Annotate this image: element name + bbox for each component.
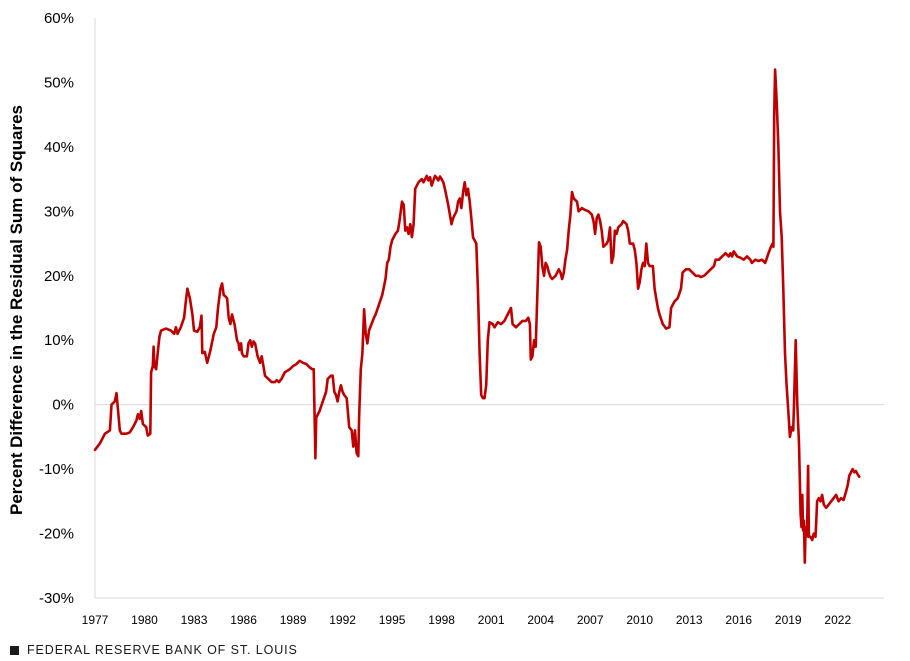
x-tick-label: 2004 — [527, 613, 554, 627]
y-tick-label: -30% — [39, 590, 74, 607]
series-line — [93, 68, 861, 564]
x-tick-label: 2016 — [725, 613, 752, 627]
y-tick-label: -10% — [39, 461, 74, 478]
x-tick-label: 1986 — [230, 613, 257, 627]
y-tick-label: 0% — [52, 397, 74, 414]
y-tick-labels: -30% -20% -10% 0% 10% 20% 30% 40% 50% 60% — [39, 10, 74, 607]
y-tick-label: 30% — [44, 203, 74, 220]
y-axis-title: Percent Difference in the Residual Sum o… — [7, 105, 26, 515]
x-tick-label: 1992 — [329, 613, 356, 627]
x-tick-labels: 1977 1980 1983 1986 1989 1992 1995 1998 2001 2004… — [82, 613, 852, 627]
x-tick-label: 2007 — [577, 613, 604, 627]
x-tick-label: 1980 — [131, 613, 158, 627]
y-tick-label: 10% — [44, 332, 74, 349]
x-tick-label: 1995 — [379, 613, 406, 627]
x-tick-label: 1977 — [82, 613, 109, 627]
x-tick-label: 1989 — [280, 613, 307, 627]
square-bullet-icon — [10, 645, 19, 655]
x-tick-label: 2013 — [676, 613, 703, 627]
footer-source: FEDERAL RESERVE BANK OF ST. LOUIS — [10, 643, 298, 657]
y-tick-label: 40% — [44, 139, 74, 156]
x-tick-label: 2001 — [478, 613, 505, 627]
y-tick-label: 60% — [44, 10, 74, 27]
y-tick-label: 20% — [44, 268, 74, 285]
x-tick-label: 1983 — [181, 613, 208, 627]
x-tick-label: 2010 — [626, 613, 653, 627]
x-tick-label: 2019 — [775, 613, 802, 627]
footer-source-text: FEDERAL RESERVE BANK OF ST. LOUIS — [27, 643, 298, 657]
x-tick-label: 1998 — [428, 613, 455, 627]
y-tick-label: -20% — [39, 526, 74, 543]
y-tick-label: 50% — [44, 74, 74, 91]
x-tick-label: 2022 — [824, 613, 851, 627]
